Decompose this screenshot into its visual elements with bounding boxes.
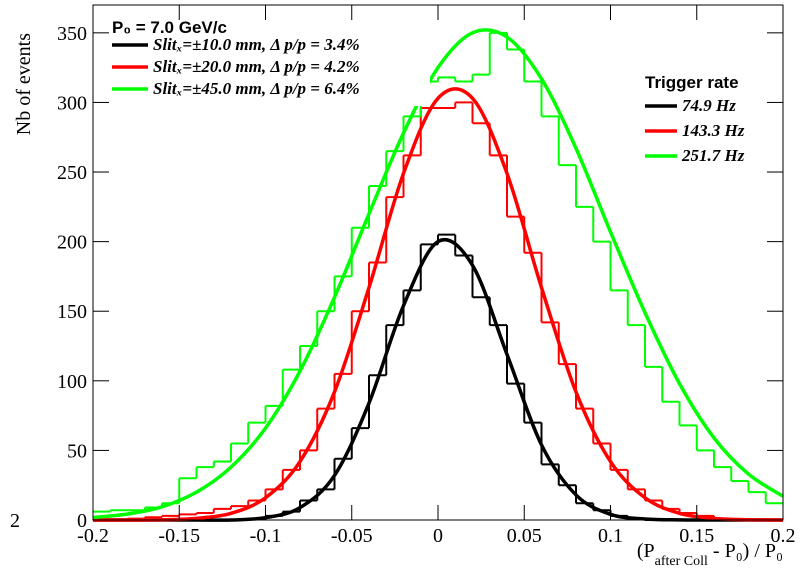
y-tick-label: 300: [57, 92, 87, 114]
x-tick-label: -0.15: [158, 525, 200, 547]
legend-label: Slitₓ=±10.0 mm, Δ p/p = 3.4%: [153, 35, 360, 54]
legend2-title: Trigger rate: [645, 73, 739, 92]
y-tick-label: 250: [57, 162, 87, 184]
legend2-label: 74.9 Hz: [682, 96, 736, 115]
y-tick-label: 0: [77, 510, 87, 532]
x-tick-label: -0.2: [77, 525, 109, 547]
fit-curve: [92, 87, 784, 522]
x-tick-label: -0.05: [331, 525, 373, 547]
x-label-subscript: after Coll: [655, 554, 708, 569]
legend-background: [100, 10, 430, 106]
y-axis-label: Nb of events: [13, 33, 35, 135]
legend: Slitₓ=±10.0 mm, Δ p/p = 3.4% 74.9 Hz Slitₓ…: [112, 35, 745, 165]
legend-label: Slitₓ=±45.0 mm, Δ p/p = 6.4%: [153, 79, 360, 98]
x-tick-label: 0.05: [507, 525, 542, 547]
legend2-label: 251.7 Hz: [681, 146, 745, 165]
y-tick-label: 150: [57, 301, 87, 323]
legend2-label: 143.3 Hz: [682, 121, 745, 140]
y-tick-label: 50: [67, 440, 87, 462]
x-tick-label: 0: [433, 525, 443, 547]
x-tick-label: -0.1: [250, 525, 282, 547]
legend-header: P₀ = 7.0 GeV/c: [112, 18, 227, 37]
legend-label: Slitₓ=±20.0 mm, Δ p/p = 4.2%: [153, 57, 360, 76]
fit-curve: [92, 28, 784, 520]
y-tick-label: 350: [57, 23, 87, 45]
y-tick-label: 100: [57, 371, 87, 393]
x-axis-label: (Pafter Coll - P₀) / P₀: [637, 540, 783, 569]
x-tick-label: 0.1: [598, 525, 623, 547]
y-tick-label: 200: [57, 232, 87, 254]
x-label-part: (P: [637, 540, 655, 562]
x-tick-label: 0.15: [679, 525, 714, 547]
x-tick-label: 0.2: [771, 525, 796, 547]
corner-label: 2: [10, 510, 20, 532]
x-label-part: - P₀) / P₀: [708, 540, 783, 562]
